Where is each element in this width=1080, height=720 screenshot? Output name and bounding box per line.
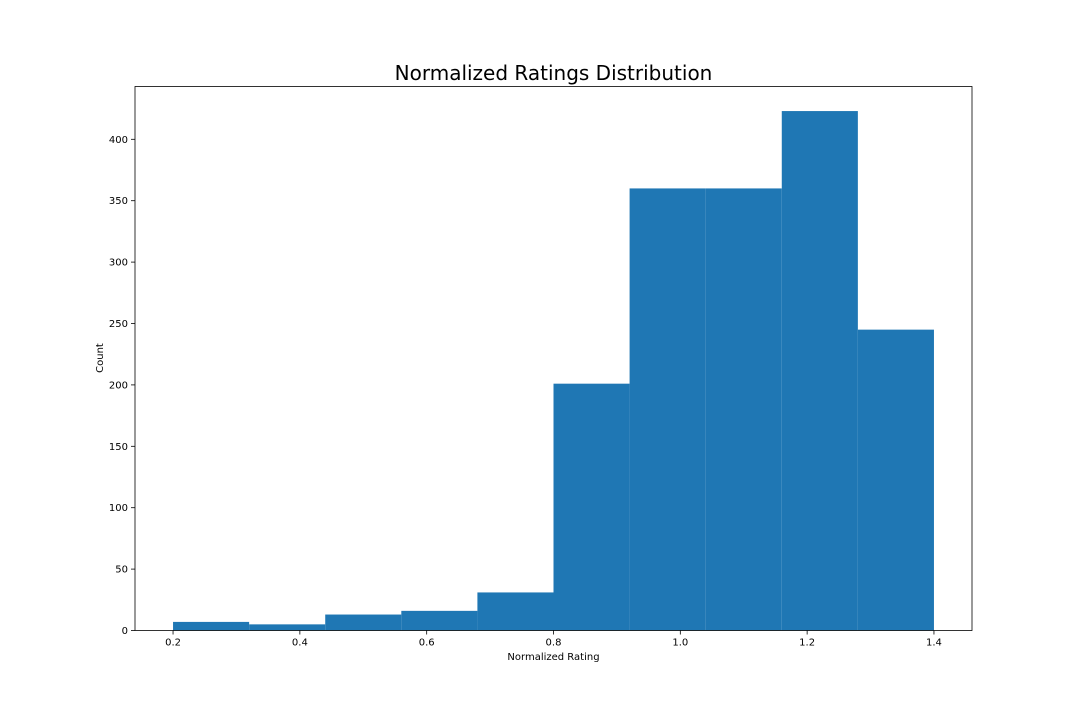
histogram-bar-10	[857, 329, 934, 631]
plot-frame	[134, 86, 973, 631]
x-tick-label: 1.4	[926, 638, 942, 649]
x-tick-label: 0.4	[292, 638, 308, 649]
x-tick-label: 1.0	[672, 638, 688, 649]
histogram-bar-4	[401, 610, 478, 631]
histogram-bar-2	[249, 624, 326, 631]
x-axis-label: Normalized Rating	[507, 652, 599, 663]
y-tick-label: 50	[115, 565, 128, 576]
y-axis-ticks: 0 50 100 150 200 250 300 350 400	[109, 135, 135, 637]
y-axis-label: Count	[95, 343, 106, 373]
y-tick-label: 300	[109, 258, 128, 269]
histogram-bar-6	[553, 383, 630, 631]
histogram-bar-1	[173, 621, 250, 631]
chart-title: Normalized Ratings Distribution	[395, 61, 713, 85]
y-tick-label: 150	[109, 442, 128, 453]
x-tick-label: 0.8	[546, 638, 562, 649]
y-tick-label: 400	[109, 135, 128, 146]
x-tick-label: 0.2	[165, 638, 181, 649]
histogram-bar-8	[705, 188, 782, 631]
x-axis-ticks: 0.2 0.4 0.6 0.8 1.0 1.2 1.4	[165, 630, 942, 649]
y-tick-label: 200	[109, 380, 128, 391]
histogram-bar-5	[477, 592, 554, 631]
y-tick-label: 100	[109, 503, 128, 514]
x-tick-label: 0.6	[419, 638, 435, 649]
histogram-bar-7	[629, 188, 706, 631]
y-tick-label: 350	[109, 196, 128, 207]
y-tick-label: 0	[122, 626, 128, 637]
histogram-bar-9	[781, 111, 858, 631]
histogram-bar-3	[325, 614, 402, 631]
bars-group	[173, 111, 934, 631]
y-tick-label: 250	[109, 319, 128, 330]
x-tick-label: 1.2	[799, 638, 815, 649]
